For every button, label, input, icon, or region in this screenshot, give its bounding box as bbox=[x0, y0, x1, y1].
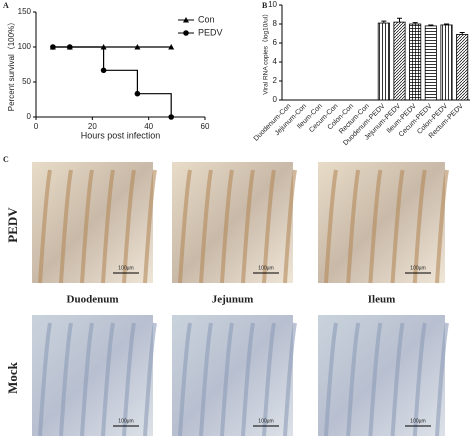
villus bbox=[262, 169, 276, 284]
x-tick-label: 20 bbox=[88, 122, 97, 131]
villus bbox=[283, 322, 297, 437]
scale-bar-label: 100μm bbox=[118, 265, 133, 271]
scale-bar-label: 100μm bbox=[410, 418, 425, 424]
villus bbox=[390, 322, 405, 437]
bar bbox=[456, 34, 469, 101]
villus bbox=[435, 322, 449, 437]
villus bbox=[122, 322, 136, 437]
y-axis-label: Viral RNA copies（log10/ul） bbox=[262, 10, 270, 94]
micrograph bbox=[318, 315, 445, 436]
scale-bar-label: 100μm bbox=[118, 418, 133, 424]
villus bbox=[178, 322, 192, 437]
y-tick-label: 10 bbox=[268, 0, 277, 9]
villus bbox=[38, 322, 52, 437]
villus bbox=[324, 322, 338, 437]
villus bbox=[122, 169, 136, 284]
villus bbox=[220, 322, 234, 437]
y-tick-label: 0 bbox=[27, 112, 32, 121]
villus bbox=[199, 169, 213, 284]
scale-bar-label: 100μm bbox=[410, 265, 425, 271]
error-bar bbox=[397, 17, 402, 23]
row-label: Mock bbox=[5, 361, 20, 394]
villus bbox=[38, 169, 52, 284]
panel-label: A bbox=[3, 1, 9, 10]
villus bbox=[80, 322, 94, 437]
villus bbox=[435, 169, 449, 284]
villus bbox=[390, 169, 405, 284]
legend-marker bbox=[183, 30, 189, 36]
x-tick-label: 40 bbox=[144, 122, 153, 131]
villus bbox=[324, 169, 338, 284]
villus bbox=[199, 322, 213, 437]
villus bbox=[220, 169, 234, 284]
column-label: Jejunum bbox=[212, 294, 254, 306]
row-label: PEDV bbox=[5, 207, 20, 243]
scale-bar-label: 100μm bbox=[258, 418, 273, 424]
y-tick-label: 50 bbox=[22, 77, 31, 86]
y-tick-label: 2 bbox=[273, 76, 278, 85]
marker bbox=[134, 44, 141, 50]
villus bbox=[368, 322, 383, 437]
villus bbox=[262, 322, 276, 437]
legend-label: Con bbox=[198, 14, 215, 24]
scale-bar-label: 100μm bbox=[258, 265, 273, 271]
panel-label: B bbox=[262, 1, 268, 10]
marker bbox=[168, 114, 174, 120]
y-tick-label: 4 bbox=[273, 57, 278, 66]
marker bbox=[134, 90, 141, 97]
villus bbox=[241, 169, 255, 284]
x-axis-label: Hours post infection bbox=[81, 130, 161, 140]
error-bar bbox=[459, 32, 465, 35]
error-bar bbox=[444, 23, 449, 25]
marker bbox=[100, 67, 107, 74]
x-tick-label: 60 bbox=[201, 122, 210, 131]
y-tick-label: 150 bbox=[18, 7, 32, 16]
villus bbox=[412, 322, 427, 437]
villus bbox=[80, 169, 94, 284]
villus bbox=[241, 322, 255, 437]
marker bbox=[67, 44, 73, 50]
column-label: Duodenum bbox=[67, 294, 119, 306]
villus bbox=[178, 169, 192, 284]
bar bbox=[393, 21, 406, 101]
y-axis-label: Percent survival（100%） bbox=[7, 18, 16, 111]
column-label: Ileum bbox=[368, 294, 396, 306]
villus bbox=[346, 322, 361, 437]
villus bbox=[101, 169, 115, 284]
y-tick-label: 0 bbox=[273, 95, 278, 104]
y-tick-label: 6 bbox=[273, 38, 278, 47]
bar bbox=[409, 23, 422, 101]
villus bbox=[283, 169, 297, 284]
bar bbox=[440, 24, 453, 101]
y-tick-label: 8 bbox=[273, 19, 278, 28]
marker bbox=[168, 44, 175, 50]
villus bbox=[59, 322, 73, 437]
micrograph bbox=[318, 162, 445, 283]
villus bbox=[143, 169, 157, 284]
marker bbox=[50, 44, 56, 50]
bar bbox=[424, 25, 437, 101]
villus bbox=[59, 169, 73, 284]
x-tick-label: 0 bbox=[34, 122, 39, 131]
error-bar bbox=[381, 20, 387, 24]
legend-label: PEDV bbox=[198, 27, 223, 37]
legend-marker bbox=[183, 17, 189, 23]
bar bbox=[377, 22, 390, 101]
villus bbox=[412, 169, 427, 284]
villus bbox=[346, 169, 361, 284]
panel-label: C bbox=[3, 155, 9, 164]
error-bar bbox=[428, 24, 434, 26]
villus bbox=[368, 169, 383, 284]
error-bar bbox=[412, 22, 418, 24]
villus bbox=[101, 322, 115, 437]
survival-line bbox=[52, 46, 172, 117]
y-tick-label: 100 bbox=[18, 42, 32, 51]
villus bbox=[143, 322, 157, 437]
